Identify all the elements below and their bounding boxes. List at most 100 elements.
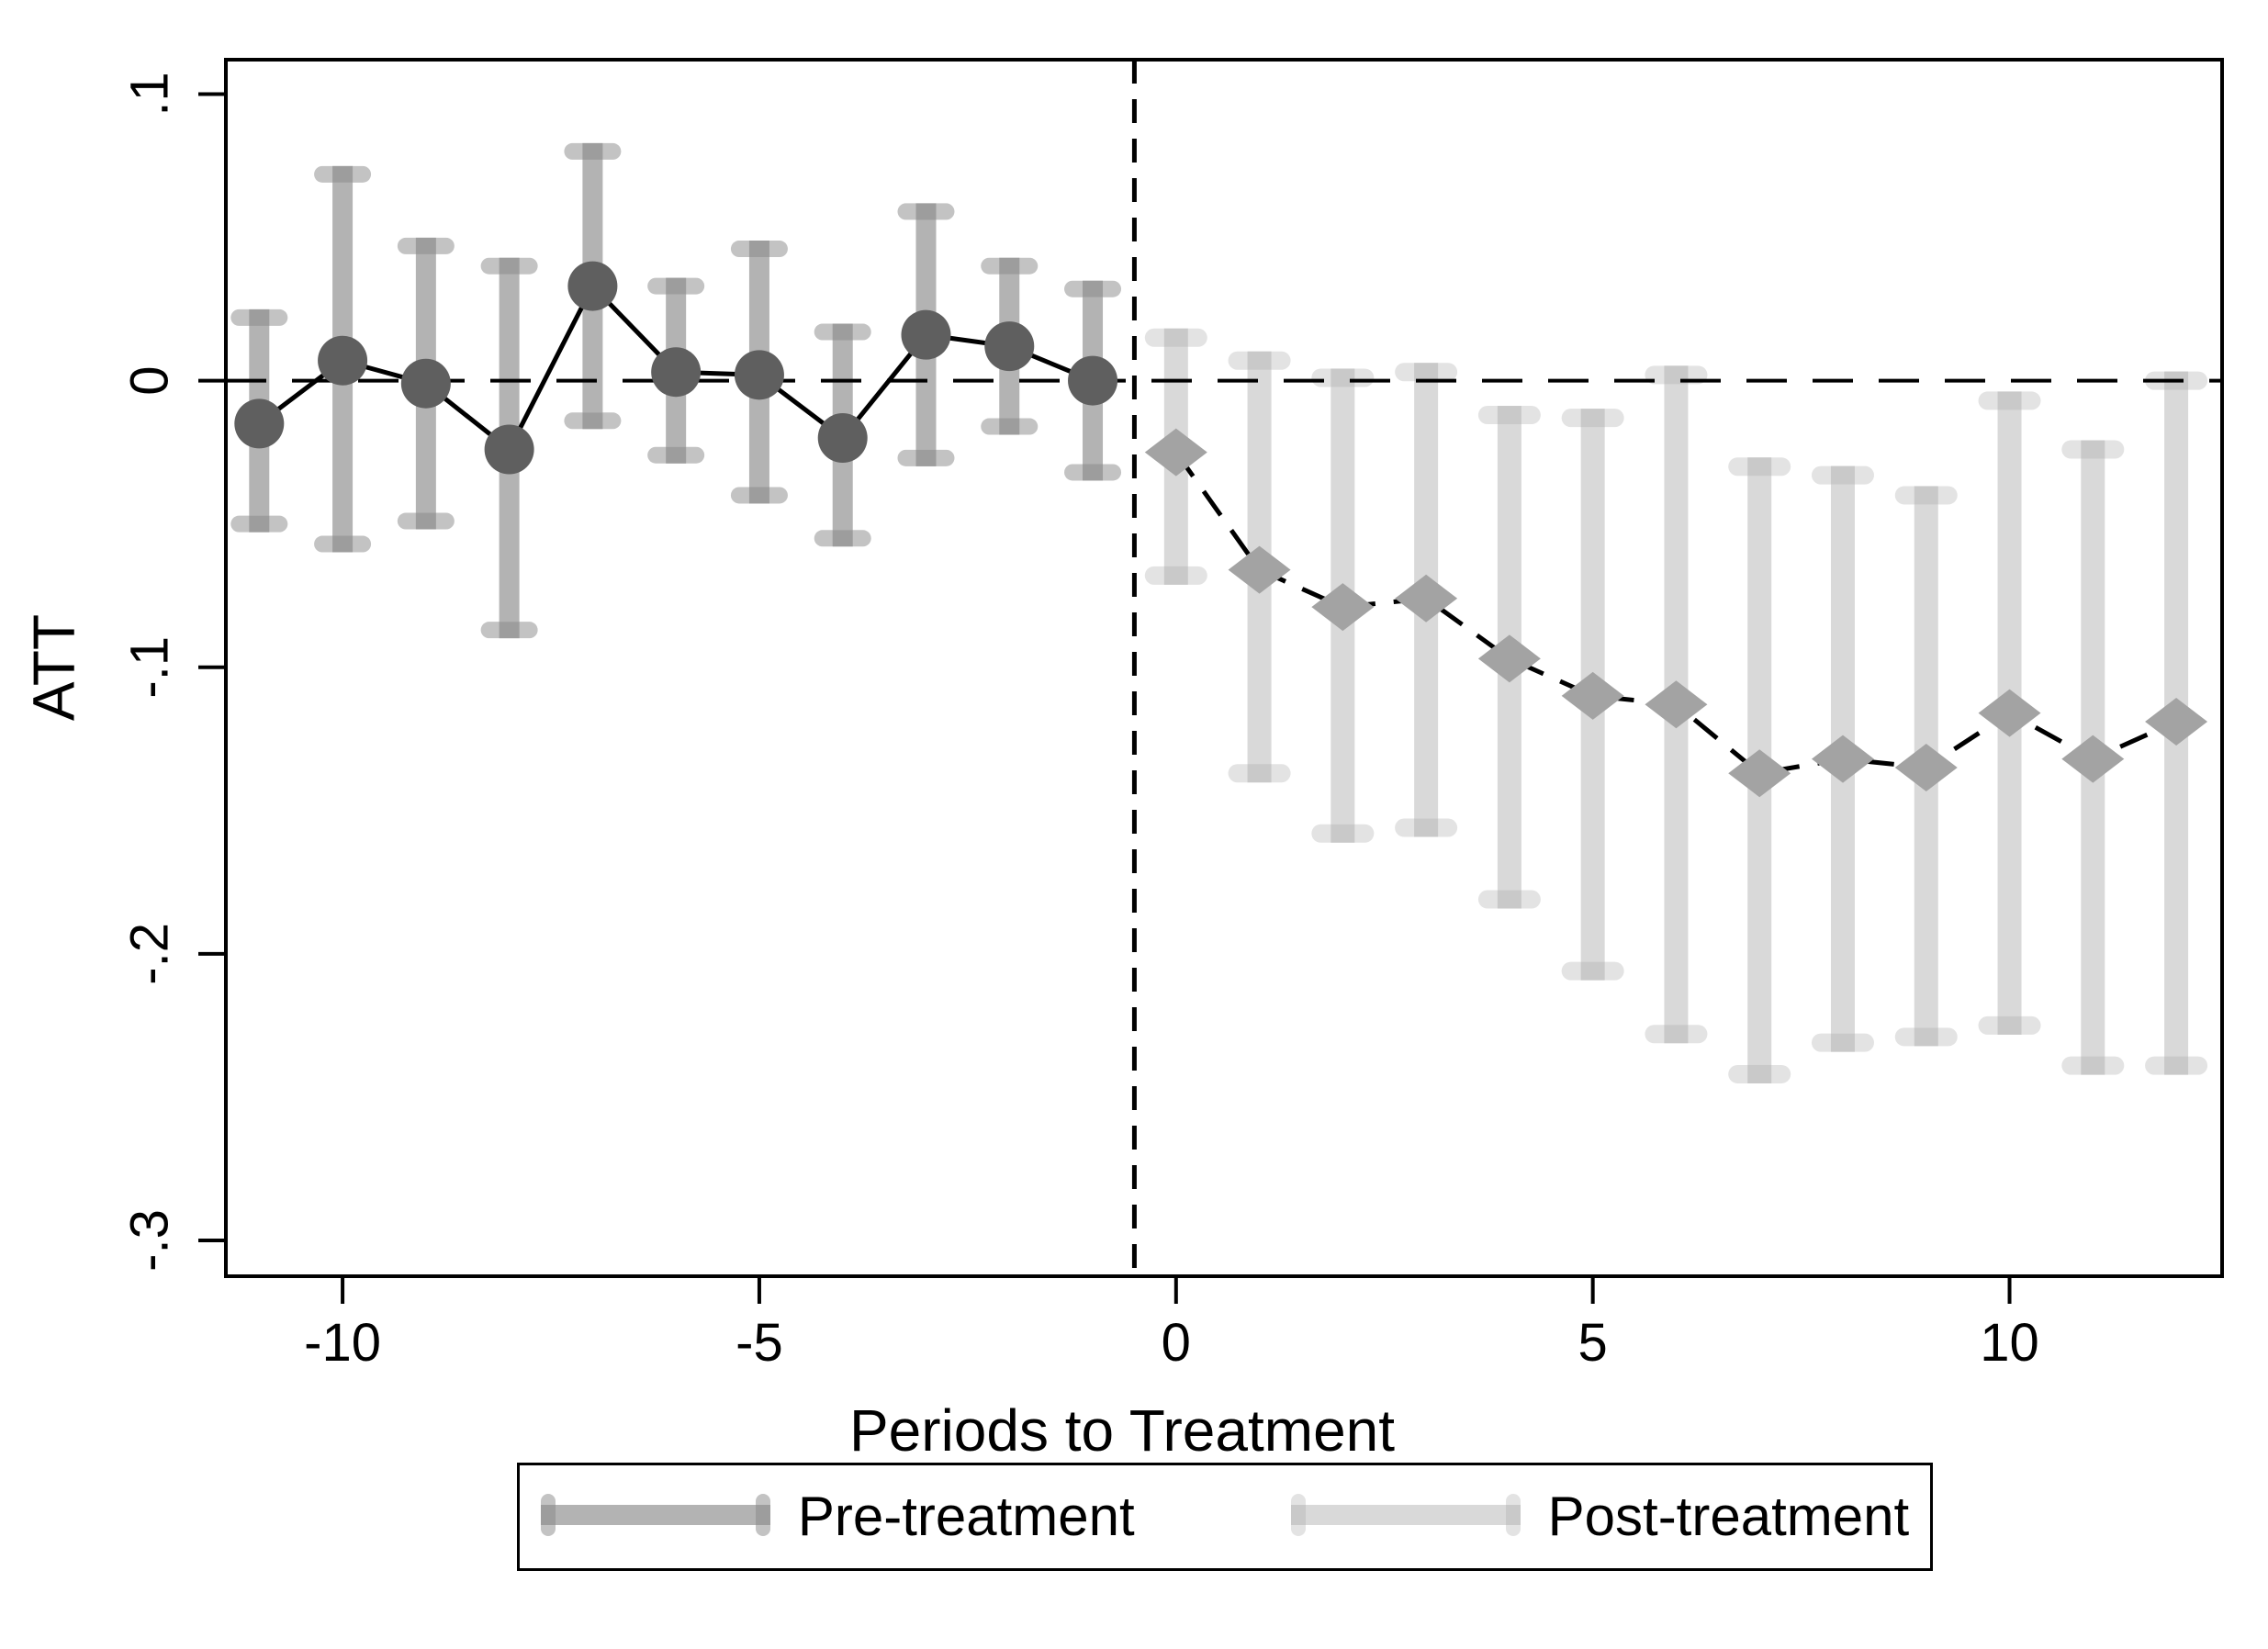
x-axis-title: Periods to Treatment: [849, 1397, 1395, 1464]
error-bar-cap-overlap: [1083, 464, 1104, 481]
data-point-post-treatment-3: [1395, 574, 1458, 623]
data-point-pre-treatment--4: [817, 413, 868, 464]
error-bar-cap-overlap: [2164, 1056, 2189, 1075]
error-bar-cap-overlap: [1747, 1064, 1772, 1083]
error-bar-cap-overlap: [666, 277, 687, 295]
error-bar-cap-overlap: [332, 535, 354, 553]
error-bar-cap-overlap: [499, 257, 520, 275]
error-bar-cap-overlap: [415, 512, 436, 530]
error-bar-cap-overlap: [1580, 409, 1605, 428]
error-bar-cap-overlap: [332, 165, 354, 183]
x-tick-label: 0: [1162, 1313, 1191, 1373]
data-point-pre-treatment--7: [567, 261, 618, 311]
error-bar-cap-overlap: [1163, 566, 1188, 585]
data-point-post-treatment-10: [1978, 689, 2041, 737]
error-bar-cap-overlap: [832, 323, 853, 341]
legend-label-post-treatment: Post-treatment: [1547, 1486, 1910, 1547]
error-bar-cap-overlap: [1414, 818, 1439, 837]
error-bar-cap-overlap: [249, 308, 270, 326]
error-bar-cap-overlap: [915, 203, 937, 220]
data-point-post-treatment-11: [2061, 735, 2125, 783]
error-bar-cap-overlap: [1330, 368, 1355, 387]
y-tick-label: 0: [119, 365, 179, 395]
y-tick-label: .1: [119, 72, 179, 116]
data-point-post-treatment-1: [1228, 545, 1291, 594]
error-bar-cap-overlap: [1497, 406, 1521, 425]
data-point-pre-treatment--11: [234, 398, 285, 449]
legend-swatch-cap-overlap: [540, 1504, 556, 1525]
error-bar-cap-overlap: [1997, 391, 2022, 410]
data-point-post-treatment-4: [1477, 634, 1541, 683]
error-bar-cap-overlap: [999, 418, 1020, 435]
data-point-pre-treatment--9: [400, 358, 451, 409]
x-tick-label: 10: [1980, 1313, 2039, 1373]
error-bar-cap-overlap: [999, 257, 1020, 275]
legend-swatch-cap-overlap: [1290, 1504, 1306, 1525]
error-bar-cap-overlap: [748, 487, 769, 504]
data-point-post-treatment-0: [1144, 428, 1207, 477]
data-point-post-treatment-12: [2145, 698, 2208, 746]
data-point-post-treatment-8: [1811, 735, 1874, 783]
error-bar-cap-overlap: [1747, 457, 1772, 477]
legend-entry-pre-treatment: Pre-treatment: [540, 1486, 1135, 1549]
data-point-pre-treatment--6: [651, 347, 702, 398]
error-bar-cap-overlap: [748, 241, 769, 258]
y-tick-label: -.2: [119, 923, 179, 985]
legend-entry-post-treatment: Post-treatment: [1290, 1486, 1910, 1549]
swatch-pre-svg: [540, 1493, 770, 1536]
error-bar-cap-overlap: [1914, 1027, 1938, 1047]
error-bar-cap-overlap: [1914, 486, 1938, 505]
error-bar-cap-overlap: [1580, 961, 1605, 981]
data-point-pre-treatment--2: [984, 321, 1035, 372]
error-bar-cap-overlap: [1083, 280, 1104, 297]
legend-label-pre-treatment: Pre-treatment: [797, 1486, 1135, 1547]
reference-lines-layer: [226, 60, 2222, 1276]
x-tick-label: -10: [304, 1313, 381, 1373]
data-point-pre-treatment--10: [318, 335, 368, 386]
y-tick-label: -.3: [119, 1209, 179, 1272]
data-point-pre-treatment--5: [734, 350, 784, 400]
data-point-pre-treatment--3: [901, 309, 951, 360]
error-bar-cap-overlap: [415, 237, 436, 254]
data-point-post-treatment-5: [1561, 671, 1624, 720]
legend-swatch-pre-treatment: [540, 1486, 770, 1549]
error-bar-cap-overlap: [499, 622, 520, 639]
data-point-post-treatment-2: [1311, 583, 1375, 632]
error-bar-cap-overlap: [1830, 1033, 1855, 1052]
error-bar-cap-overlap: [2081, 440, 2105, 459]
legend-swatch-bar: [1297, 1504, 1513, 1525]
legend-swatch-cap-overlap: [755, 1504, 770, 1525]
error-bar-cap-overlap: [1997, 1015, 2022, 1035]
error-bar-cap-overlap: [582, 412, 603, 430]
error-bar-cap-overlap: [1163, 328, 1188, 347]
error-bar-cap-overlap: [1664, 1025, 1689, 1044]
data-point-post-treatment-9: [1894, 743, 1958, 791]
error-bar-cap-overlap: [1414, 363, 1439, 382]
error-bar-cap-overlap: [2081, 1056, 2105, 1075]
y-tick-label: -.1: [119, 636, 179, 699]
error-bar-cap-overlap: [249, 515, 270, 533]
legend-swatch-cap-overlap: [1505, 1504, 1521, 1525]
error-bar-cap-overlap: [915, 449, 937, 466]
markers-layer: [234, 261, 2208, 798]
error-bar-cap-overlap: [1330, 824, 1355, 843]
error-bar-cap-overlap: [1497, 890, 1521, 909]
legend: Pre-treatment Post-treatment: [517, 1463, 1933, 1571]
plot-border: [224, 58, 2224, 1278]
swatch-post-svg: [1290, 1493, 1521, 1536]
axis-ticks-layer: .1 0 -.1 -.2 -.3 -10 -5 0 5 10: [119, 72, 2038, 1373]
error-bar-cap-overlap: [666, 446, 687, 464]
error-bar-cap-overlap: [1247, 764, 1272, 783]
data-point-pre-treatment--8: [484, 424, 534, 475]
error-bar-cap-overlap: [1247, 351, 1272, 370]
legend-swatch-bar: [547, 1504, 763, 1525]
data-point-post-treatment-6: [1645, 680, 1708, 729]
data-point-pre-treatment--1: [1068, 355, 1118, 406]
x-tick-label: -5: [735, 1313, 783, 1373]
error-bar-cap-overlap: [582, 142, 603, 160]
x-tick-label: 5: [1578, 1313, 1608, 1373]
legend-swatch-post-treatment: [1290, 1486, 1521, 1549]
error-bar-cap-overlap: [1830, 466, 1855, 485]
